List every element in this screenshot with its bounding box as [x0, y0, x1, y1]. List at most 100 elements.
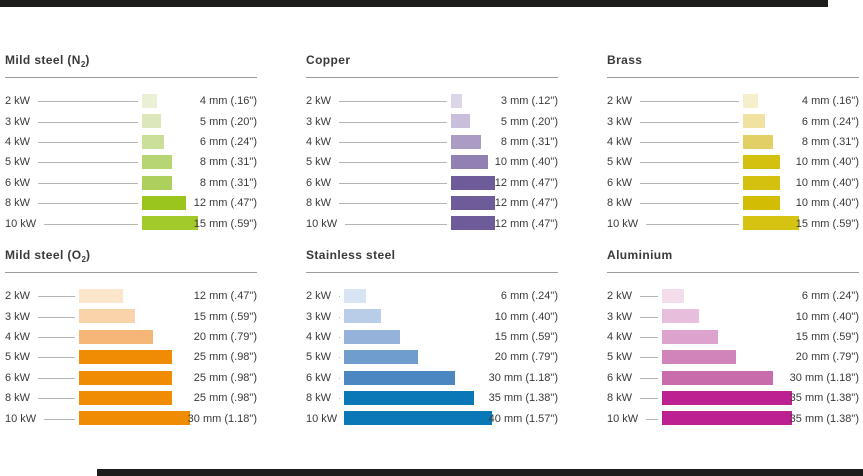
power-row: 3 kW 10 mm (.40") [306, 306, 558, 326]
power-row: 2 kW 3 mm (.12") [306, 91, 558, 111]
power-row: 4 kW 8 mm (.31") [306, 132, 558, 152]
power-row: 3 kW 15 mm (.59") [5, 306, 257, 326]
power-row: 4 kW 15 mm (.59") [306, 327, 558, 347]
thickness-bar [142, 195, 187, 210]
panel-brass: Brass 2 kW 4 mm (.16") 3 kW 6 mm (.24") 4 kW… [607, 53, 859, 234]
thickness-bar [451, 114, 470, 129]
leader-line [640, 203, 739, 205]
thickness-bar [142, 216, 198, 231]
panel-mild-steel-n2: Mild steel (N2) 2 kW 4 mm (.16") 3 kW 5 mm … [5, 53, 257, 234]
power-label: 6 kW [5, 176, 31, 189]
thickness-value: 8 mm (.31") [500, 135, 558, 148]
leader-line [640, 357, 658, 359]
title-rule [5, 272, 257, 273]
leader-line [339, 121, 447, 123]
panels-grid: Mild steel (N2) 2 kW 4 mm (.16") 3 kW 5 mm … [5, 53, 859, 429]
thickness-bar [142, 94, 157, 108]
leader-line [339, 141, 447, 143]
bar-rows: 2 kW 12 mm (.47") 3 kW 15 mm (.59") 4 kW 20 m… [5, 286, 257, 429]
power-row: 5 kW 8 mm (.31") [5, 152, 257, 172]
thickness-value: 12 mm (.47") [494, 176, 558, 189]
panel-title: Copper [306, 53, 351, 67]
leader-line [640, 101, 739, 103]
power-label: 10 kW [607, 412, 639, 425]
thickness-value: 15 mm (.59") [795, 217, 859, 230]
leader-line [339, 377, 340, 379]
thickness-value: 15 mm (.59") [193, 310, 257, 323]
thickness-value: 8 mm (.31") [801, 135, 859, 148]
thickness-bar [79, 329, 153, 344]
thickness-bar [743, 216, 799, 231]
thickness-value: 5 mm (.20") [199, 115, 257, 128]
leader-line [345, 223, 447, 225]
thickness-value: 8 mm (.31") [199, 156, 257, 169]
thickness-bar [662, 350, 736, 365]
leader-line [640, 141, 739, 143]
power-row: 6 kW 30 mm (1.18") [607, 368, 859, 388]
power-row: 10 kW 35 mm (1.38") [607, 408, 859, 428]
thickness-value: 8 mm (.31") [199, 176, 257, 189]
thickness-bar [662, 411, 792, 426]
leader-line [339, 182, 447, 184]
thickness-bar [142, 134, 165, 149]
thickness-value: 30 mm (1.18") [488, 371, 558, 384]
thickness-value: 4 mm (.16") [801, 95, 859, 108]
power-row: 6 kW 12 mm (.47") [306, 173, 558, 193]
thickness-value: 12 mm (.47") [494, 217, 558, 230]
bar-rows: 2 kW 4 mm (.16") 3 kW 6 mm (.24") 4 kW 8 mm (… [607, 91, 859, 234]
power-label: 5 kW [306, 156, 332, 169]
thickness-bar [142, 175, 172, 190]
thickness-value: 30 mm (1.18") [789, 371, 859, 384]
power-label: 2 kW [607, 95, 633, 108]
thickness-value: 15 mm (.59") [494, 330, 558, 343]
thickness-bar [662, 390, 792, 405]
power-label: 6 kW [5, 371, 31, 384]
power-row: 6 kW 30 mm (1.18") [306, 368, 558, 388]
thickness-value: 12 mm (.47") [193, 197, 257, 210]
power-row: 6 kW 8 mm (.31") [5, 173, 257, 193]
power-row: 2 kW 4 mm (.16") [5, 91, 257, 111]
power-label: 2 kW [5, 290, 31, 303]
leader-line [640, 182, 739, 184]
thickness-bar [662, 329, 718, 344]
power-row: 10 kW 30 mm (1.18") [5, 408, 257, 428]
power-label: 10 kW [5, 217, 37, 230]
thickness-bar [451, 155, 488, 170]
power-label: 8 kW [306, 197, 332, 210]
thickness-bar [79, 350, 172, 365]
thickness-value: 10 mm (.40") [795, 156, 859, 169]
power-row: 8 kW 12 mm (.47") [5, 193, 257, 213]
power-label: 5 kW [5, 156, 31, 169]
leader-line [38, 203, 138, 205]
power-label: 8 kW [607, 197, 633, 210]
thickness-bar [344, 390, 474, 405]
power-label: 6 kW [306, 176, 332, 189]
leader-line [38, 398, 75, 400]
power-label: 8 kW [306, 392, 332, 405]
thickness-value: 35 mm (1.38") [789, 412, 859, 425]
leader-line [38, 141, 138, 143]
panel-title: Mild steel (O2) [5, 248, 91, 264]
power-row: 2 kW 4 mm (.16") [607, 91, 859, 111]
thickness-bar [743, 134, 773, 149]
power-row: 10 kW 15 mm (.59") [5, 213, 257, 233]
thickness-value: 15 mm (.59") [795, 330, 859, 343]
power-label: 4 kW [607, 330, 633, 343]
leader-line [38, 336, 75, 338]
thickness-value: 6 mm (.24") [199, 135, 257, 148]
power-label: 5 kW [5, 351, 31, 364]
thickness-bar [344, 370, 455, 385]
thickness-value: 20 mm (.79") [795, 351, 859, 364]
power-label: 10 kW [306, 412, 338, 425]
thickness-bar [344, 329, 400, 344]
power-label: 4 kW [607, 135, 633, 148]
leader-line [44, 223, 138, 225]
thickness-value: 25 mm (.98") [193, 351, 257, 364]
panel-aluminium: Aluminium 2 kW 6 mm (.24") 3 kW 10 mm (.40"… [607, 248, 859, 429]
thickness-bar [743, 175, 780, 190]
power-row: 10 kW 40 mm (1.57") [306, 408, 558, 428]
leader-line [339, 357, 340, 359]
bar-rows: 2 kW 4 mm (.16") 3 kW 5 mm (.20") 4 kW 6 mm (… [5, 91, 257, 234]
power-row: 5 kW 25 mm (.98") [5, 347, 257, 367]
leader-line [646, 418, 658, 420]
